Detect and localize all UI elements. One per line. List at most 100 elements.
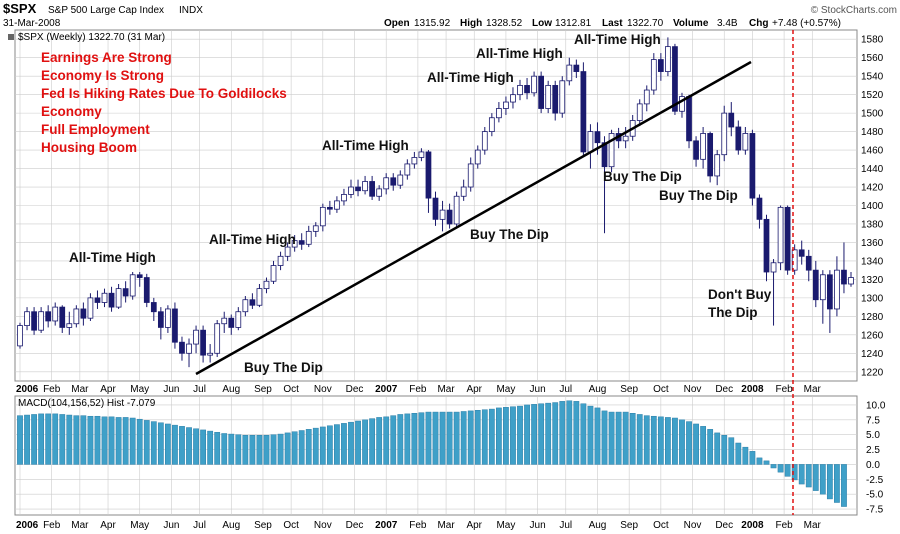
price-x-tick-label: 2008 (741, 384, 764, 395)
histogram-bar (784, 464, 791, 477)
candle (517, 79, 523, 101)
candle-body (52, 306, 59, 322)
macd-x-tick-label: 2007 (375, 520, 398, 531)
all-time-high-label: All-Time High (69, 250, 156, 265)
histogram-bar (38, 413, 45, 465)
chart-settings-icon[interactable] (8, 34, 14, 40)
candle-body (411, 157, 418, 165)
histogram-bar (714, 432, 721, 465)
narrative-item: Earnings Are Strong (41, 50, 172, 65)
price-x-tick-label: Aug (222, 384, 240, 395)
candle (143, 273, 150, 308)
histogram-bar (334, 424, 340, 465)
price-y-tick-label: 1300 (861, 293, 884, 304)
price-x-tick-label: Jun (530, 384, 546, 395)
histogram-bar (136, 418, 143, 465)
candle-body (538, 75, 545, 109)
histogram-bar (488, 408, 495, 465)
histogram-bar (798, 464, 805, 485)
low-value: 1312.81 (555, 18, 592, 29)
candle-body (150, 302, 157, 313)
candle (805, 249, 812, 282)
candle (531, 71, 537, 97)
candle-body (573, 64, 580, 72)
macd-x-axis: 2006 Feb Mar Apr May Jun Jul Aug Sep Oct Nov Dec 200… (16, 520, 822, 531)
macd-y-tick-label: -7.5 (866, 505, 884, 516)
candle (129, 272, 136, 300)
candle-body (242, 299, 249, 313)
candle (319, 203, 326, 232)
candle-body (827, 274, 833, 310)
quote-line: Open 1315.92 High 1328.52 Low 1312.81 La… (384, 18, 841, 29)
price-x-tick-label: Feb (43, 384, 61, 395)
candle (446, 203, 453, 229)
histogram-bar (122, 417, 129, 465)
price-x-tick-label: Oct (653, 384, 669, 395)
candle-body (488, 117, 495, 133)
candle (496, 102, 502, 123)
histogram-bar (341, 423, 347, 465)
candle-body (228, 317, 235, 328)
candle-body (791, 249, 798, 271)
histogram-bar (80, 415, 87, 465)
candle (503, 96, 509, 115)
candle (165, 305, 171, 333)
candle (249, 293, 256, 309)
histogram-bar (66, 414, 73, 465)
candle-body (319, 206, 326, 227)
candle-body (418, 151, 425, 158)
candle (622, 126, 629, 149)
histogram-bar (707, 429, 714, 465)
candle-body (587, 131, 594, 153)
histogram-bar (193, 428, 199, 465)
buy-the-dip-label: Buy The Dip (470, 227, 549, 242)
histogram-bar (390, 415, 397, 465)
histogram-bar (650, 415, 657, 465)
candle-body (390, 177, 397, 186)
candle-body (66, 323, 73, 328)
volume-value: 3.4B (717, 18, 738, 29)
histogram-bar (45, 413, 52, 465)
all-time-high-label: All-Time High (322, 138, 409, 153)
histogram-bar (700, 426, 707, 465)
macd-x-tick-label: Dec (346, 520, 364, 531)
candle (411, 151, 418, 169)
histogram-bar (545, 402, 552, 465)
candle-body (355, 186, 361, 192)
last-value: 1322.70 (627, 18, 664, 29)
candle (228, 314, 235, 335)
histogram-bar (643, 415, 650, 465)
high-label: High (460, 18, 482, 29)
candle (24, 307, 30, 331)
candle-body (672, 46, 678, 112)
candle-body (157, 311, 164, 328)
histogram-bar (157, 422, 164, 465)
price-y-axis: 1220 1240 1260 1280 1300 1320 1340 1360 1380 1400… (861, 35, 884, 379)
candle-body (524, 85, 530, 94)
trend-line (195, 60, 752, 376)
histogram-bar (228, 433, 235, 465)
all-time-high-label: All-Time High (209, 232, 296, 247)
candle-body (474, 149, 481, 165)
open-label: Open (384, 18, 410, 29)
histogram-bar (467, 410, 474, 465)
candle (672, 43, 678, 115)
candle-body (425, 151, 432, 199)
chg-value: +7.48 (+0.57%) (772, 18, 841, 29)
candle (87, 293, 94, 321)
candle-body (467, 163, 474, 188)
candle (784, 205, 791, 275)
price-x-tick-label: Jun (163, 384, 179, 395)
candle-body (122, 288, 129, 297)
histogram-bar (298, 430, 305, 465)
candle-body (594, 131, 601, 144)
candle (291, 235, 298, 252)
histogram-bar (481, 409, 488, 465)
candle (608, 129, 615, 173)
candle (601, 136, 608, 234)
price-y-tick-label: 1260 (861, 330, 884, 341)
candle-body (249, 299, 256, 306)
candle-body (496, 108, 502, 119)
price-grid (15, 30, 857, 381)
candle-body (812, 269, 819, 301)
